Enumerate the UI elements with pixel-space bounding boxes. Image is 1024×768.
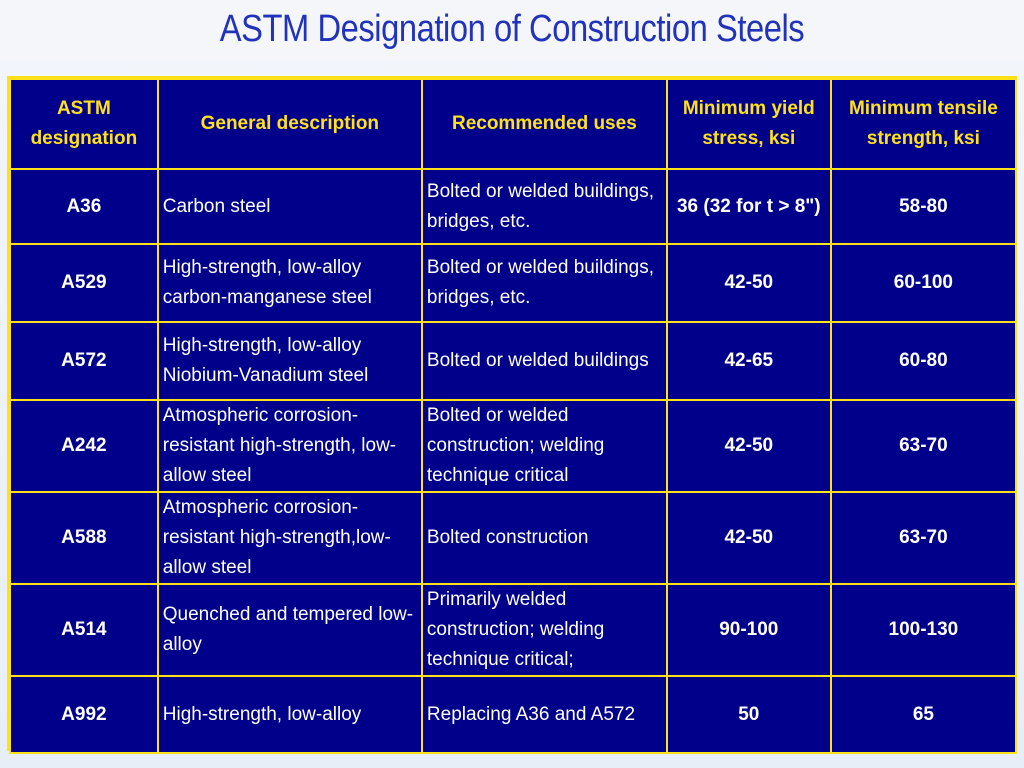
cell-uses: Bolted or welded buildings, bridges, etc… <box>422 170 666 243</box>
title-bar <box>0 0 1024 62</box>
header-min-tensile-strength: Minimum tensile strength, ksi <box>831 80 1015 168</box>
header-row: ASTM designation General description Rec… <box>11 80 1015 168</box>
cell-yield: 42-65 <box>667 323 830 399</box>
table-row: A588 Atmospheric corrosion-resistant hig… <box>11 493 1015 583</box>
cell-description: Carbon steel <box>158 170 421 243</box>
cell-tensile: 63-70 <box>831 401 1015 491</box>
header-min-yield-stress: Minimum yield stress, ksi <box>667 80 830 168</box>
cell-description: Atmospheric corrosion-resistant high-str… <box>158 493 421 583</box>
cell-tensile: 60-100 <box>831 245 1015 321</box>
page-title: ASTM Designation of Construction Steels <box>219 8 805 50</box>
header-astm-designation: ASTM designation <box>11 80 157 168</box>
cell-yield: 36 (32 for t > 8") <box>667 170 830 243</box>
cell-yield: 42-50 <box>667 245 830 321</box>
cell-uses: Bolted or welded buildings <box>422 323 666 399</box>
cell-description: Quenched and tempered low-alloy <box>158 585 421 675</box>
table-row: A529 High-strength, low-alloy carbon-man… <box>11 245 1015 321</box>
cell-description: High-strength, low-alloy Niobium-Vanadiu… <box>158 323 421 399</box>
cell-uses: Bolted construction <box>422 493 666 583</box>
cell-tensile: 58-80 <box>831 170 1015 243</box>
cell-tensile: 60-80 <box>831 323 1015 399</box>
table-row: A242 Atmospheric corrosion-resistant hig… <box>11 401 1015 491</box>
cell-tensile: 100-130 <box>831 585 1015 675</box>
cell-designation: A992 <box>11 677 157 752</box>
cell-designation: A242 <box>11 401 157 491</box>
cell-yield: 50 <box>667 677 830 752</box>
table-row: A36 Carbon steel Bolted or welded buildi… <box>11 170 1015 243</box>
cell-designation: A36 <box>11 170 157 243</box>
cell-yield: 42-50 <box>667 401 830 491</box>
header-recommended-uses: Recommended uses <box>422 80 666 168</box>
cell-designation: A529 <box>11 245 157 321</box>
cell-description: Atmospheric corrosion-resistant high-str… <box>158 401 421 491</box>
cell-description: High-strength, low-alloy <box>158 677 421 752</box>
cell-tensile: 65 <box>831 677 1015 752</box>
cell-yield: 42-50 <box>667 493 830 583</box>
cell-designation: A588 <box>11 493 157 583</box>
table-row: A992 High-strength, low-alloy Replacing … <box>11 677 1015 752</box>
cell-uses: Replacing A36 and A572 <box>422 677 666 752</box>
header-general-description: General description <box>158 80 421 168</box>
cell-yield: 90-100 <box>667 585 830 675</box>
cell-designation: A514 <box>11 585 157 675</box>
cell-uses: Bolted or welded construction; welding t… <box>422 401 666 491</box>
cell-tensile: 63-70 <box>831 493 1015 583</box>
cell-designation: A572 <box>11 323 157 399</box>
cell-uses: Bolted or welded buildings, bridges, etc… <box>422 245 666 321</box>
cell-uses: Primarily welded construction; welding t… <box>422 585 666 675</box>
table-row: A572 High-strength, low-alloy Niobium-Va… <box>11 323 1015 399</box>
cell-description: High-strength, low-alloy carbon-manganes… <box>158 245 421 321</box>
steels-table: ASTM designation General description Rec… <box>9 78 1017 754</box>
table-row: A514 Quenched and tempered low-alloy Pri… <box>11 585 1015 675</box>
